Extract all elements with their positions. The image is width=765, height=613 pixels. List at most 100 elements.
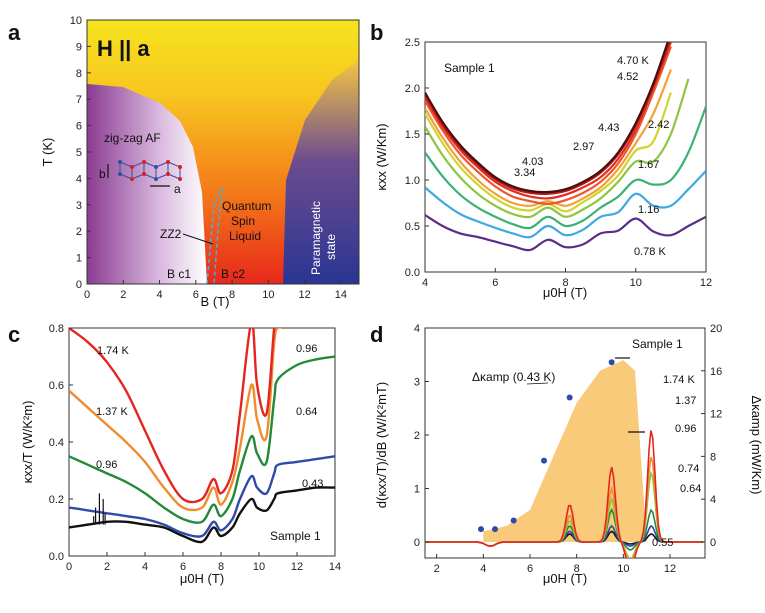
lattice-site [154, 165, 158, 169]
series-label: 2.42 [648, 119, 669, 131]
series-label: 3.34 [514, 167, 535, 179]
series-label: 4.43 [598, 122, 619, 134]
sample-label-d: Sample 1 [632, 337, 683, 351]
xtick-label: 8 [562, 277, 568, 289]
series-label: 1.37 K [96, 406, 128, 418]
series-label: 1.74 K [97, 345, 129, 357]
y2label-d: Δκamp (mW/Km) [749, 396, 764, 495]
xtick-label: 4 [156, 289, 162, 301]
lattice-site [154, 177, 158, 181]
series-label: 0.64 [296, 406, 317, 418]
sample-label-c: Sample 1 [270, 529, 321, 543]
lattice-bond [143, 161, 157, 168]
sample-label-b: Sample 1 [444, 61, 495, 75]
xtick-label: 12 [664, 563, 676, 575]
lattice-bond [155, 173, 169, 180]
ytick-label: 3 [414, 376, 420, 388]
series-label: 4.52 [617, 71, 638, 83]
xtick-label: 8 [218, 561, 224, 573]
lattice-bond [167, 161, 181, 168]
para-label-2: state [324, 234, 338, 260]
amp-point [510, 517, 517, 524]
axes-frame-c [68, 327, 336, 557]
panel-b: b 4.70 K 4.52 4.43 4.033.34 2.97 2.42 1.67 1.16… [370, 20, 712, 300]
series-label: 1.67 [638, 159, 659, 171]
xtick-label: 12 [700, 277, 712, 289]
y2tick-label: 8 [710, 451, 716, 463]
series-label: 4.03 [522, 156, 543, 168]
series-line [69, 328, 284, 512]
honeycomb-lattice-icon [118, 160, 182, 181]
series-label: 4.70 K [617, 55, 649, 67]
lattice-site [166, 172, 170, 176]
xlabel-d: μ0H (T) [543, 571, 587, 586]
lattice-bond [167, 173, 181, 180]
series-line [425, 42, 669, 194]
ytick-label: 5 [76, 147, 82, 159]
ytick-label: 0.2 [49, 494, 64, 506]
lattice-site [130, 165, 134, 169]
ytick-label: 0 [76, 279, 82, 291]
xtick-label: 10 [262, 289, 274, 301]
lattice-site [142, 160, 146, 164]
ytick-label: 10 [70, 15, 82, 27]
xtick-label: 6 [180, 561, 186, 573]
ytick-label: 0.6 [49, 380, 64, 392]
series-label: 0.64 [680, 483, 701, 495]
ytick-label: 0 [414, 537, 420, 549]
xtick-label: 14 [335, 289, 347, 301]
lattice-site [118, 172, 122, 176]
amp-point [566, 394, 573, 401]
lattice-b-label: b [99, 167, 106, 181]
amp-series-label: Δκamp (0.43 K) [472, 370, 555, 384]
panel-label-a: a [8, 20, 21, 45]
series-line [425, 430, 704, 558]
ytick-label: 1.5 [405, 129, 420, 141]
bc1-label: B c1 [167, 267, 191, 281]
ytick-label: 2.0 [405, 83, 420, 95]
panel-a-title: H || a [97, 36, 150, 61]
xtick-label: 14 [329, 561, 341, 573]
series-line [425, 46, 672, 206]
series-line [425, 106, 706, 230]
lattice-site [178, 177, 182, 181]
series-label: 0.96 [296, 343, 317, 355]
lattice-bond [155, 161, 169, 168]
ytick-label: 4 [76, 173, 82, 185]
para-label-1: Paramagnetic [309, 201, 323, 275]
series-line [425, 69, 672, 207]
xtick-label: 6 [527, 563, 533, 575]
amp-point [541, 457, 547, 464]
series-line [425, 214, 706, 252]
lattice-site [118, 160, 122, 164]
ytick-label: 0.4 [49, 437, 64, 449]
ytick-label: 8 [76, 68, 82, 80]
xlabel-b: μ0H (T) [543, 285, 587, 300]
xlabel-c: μ0H (T) [180, 571, 224, 586]
ylabel-a: T (K) [40, 138, 55, 167]
xtick-label: 4 [142, 561, 148, 573]
series-label: 0.74 [678, 463, 699, 475]
y2tick-label: 20 [710, 323, 722, 335]
series-label: 0.96 [675, 423, 696, 435]
ytick-label: 2 [414, 430, 420, 442]
panel-label-b: b [370, 20, 383, 45]
lattice-bond [119, 161, 133, 168]
panel-a: a H || a zig-zag AF ZZ2 Quantum Spin Liq… [8, 15, 360, 309]
series-line [69, 328, 284, 504]
panel-c: c 1.74 K1.37 K0.960.640.430.96 Sample 1 … [8, 322, 341, 586]
xtick-label: 2 [434, 563, 440, 575]
series-label: 1.37 [675, 395, 696, 407]
series-line [69, 486, 335, 544]
y2tick-label: 0 [710, 537, 716, 549]
ytick-label: 1 [414, 483, 420, 495]
zz2-label: ZZ2 [160, 227, 182, 241]
amp-point [492, 526, 498, 533]
ytick-label: 0.8 [49, 323, 64, 335]
paramagnetic-region [283, 60, 359, 284]
series-line [69, 355, 335, 524]
series-line [425, 78, 690, 219]
amp-area [483, 360, 647, 542]
xtick-label: 4 [480, 563, 486, 575]
